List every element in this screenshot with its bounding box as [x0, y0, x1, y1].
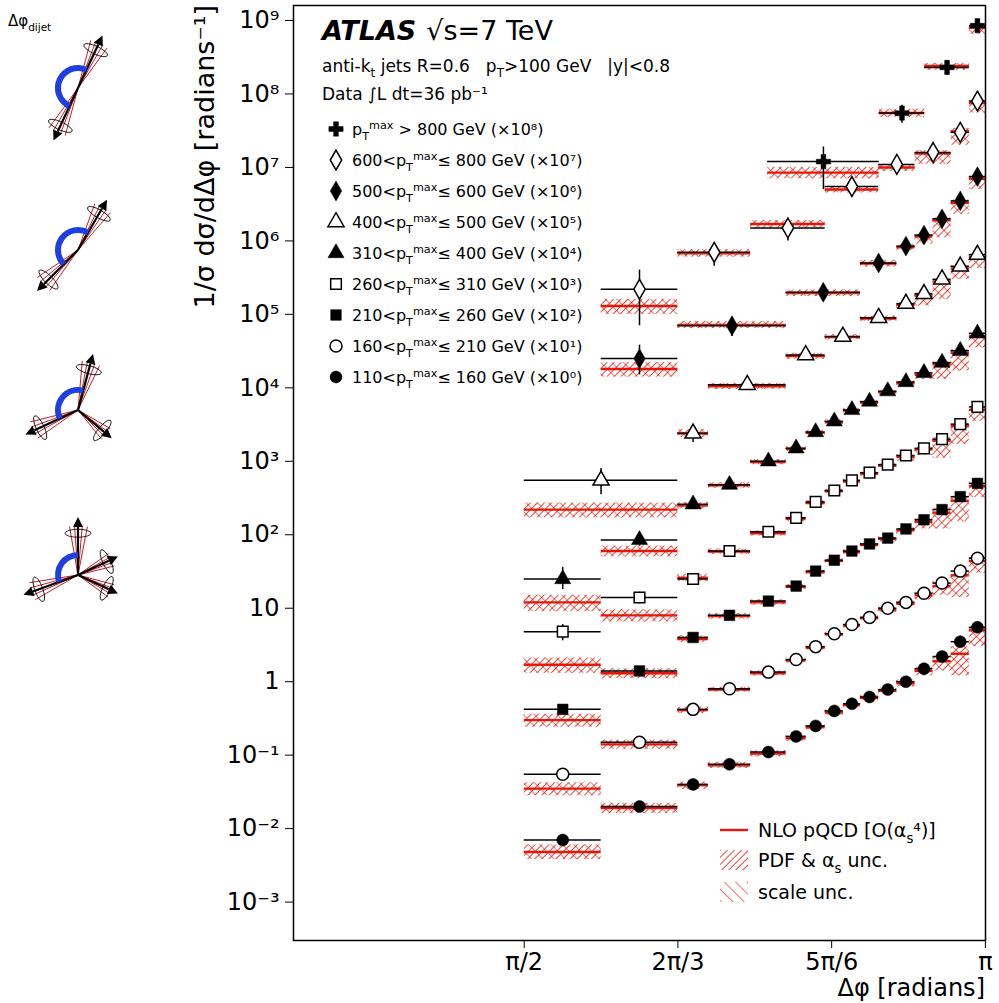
- svg-text:π/2: π/2: [505, 948, 543, 976]
- svg-text:210<pTmax≤ 260 GeV (×10²): 210<pTmax≤ 260 GeV (×10²): [352, 305, 582, 329]
- svg-text:260<pTmax≤ 310 GeV (×10³): 260<pTmax≤ 310 GeV (×10³): [352, 274, 582, 298]
- svg-text:scale unc.: scale unc.: [758, 881, 854, 903]
- svg-text:1: 1: [264, 667, 279, 695]
- svg-text:5π/6: 5π/6: [805, 948, 858, 976]
- svg-text:pTmax > 800 GeV (×10⁸): pTmax > 800 GeV (×10⁸): [352, 119, 544, 143]
- svg-text:Δφdijet: Δφdijet: [8, 12, 51, 33]
- svg-text:10⁵: 10⁵: [239, 300, 279, 328]
- svg-text:10³: 10³: [239, 447, 279, 475]
- svg-text:10⁻³: 10⁻³: [227, 888, 280, 916]
- svg-text:10⁻²: 10⁻²: [227, 814, 280, 842]
- svg-text:10: 10: [249, 594, 280, 622]
- svg-text:10⁶: 10⁶: [239, 227, 279, 255]
- svg-text:2π/3: 2π/3: [651, 948, 704, 976]
- svg-text:400<pTmax≤ 500 GeV (×10⁵): 400<pTmax≤ 500 GeV (×10⁵): [352, 212, 582, 236]
- svg-text:500<pTmax≤ 600 GeV (×10⁶): 500<pTmax≤ 600 GeV (×10⁶): [352, 181, 582, 205]
- svg-text:600<pTmax≤ 800 GeV (×10⁷): 600<pTmax≤ 800 GeV (×10⁷): [352, 150, 582, 174]
- svg-text:|y|<0.8: |y|<0.8: [607, 56, 670, 76]
- svg-text:PDF & αs unc.: PDF & αs unc.: [758, 849, 888, 876]
- svg-text:10⁷: 10⁷: [239, 153, 279, 181]
- svg-text:NLO pQCD [O(αs⁴)]: NLO pQCD [O(αs⁴)]: [758, 819, 936, 846]
- svg-text:10⁸: 10⁸: [239, 80, 279, 108]
- svg-text:110<pTmax≤ 160 GeV (×10⁰): 110<pTmax≤ 160 GeV (×10⁰): [352, 367, 582, 391]
- svg-text:10²: 10²: [239, 520, 279, 548]
- svg-text:10⁹: 10⁹: [239, 6, 279, 34]
- svg-text:Δφ [radians]: Δφ [radians]: [837, 974, 985, 1002]
- svg-text:10⁴: 10⁴: [239, 374, 279, 402]
- svg-text:pT>100 GeV: pT>100 GeV: [486, 56, 592, 80]
- svg-text:310<pTmax≤ 400 GeV (×10⁴): 310<pTmax≤ 400 GeV (×10⁴): [352, 243, 582, 267]
- svg-text:10⁻¹: 10⁻¹: [227, 741, 280, 769]
- svg-text:Data ∫L dt=36 pb⁻¹: Data ∫L dt=36 pb⁻¹: [322, 84, 488, 104]
- svg-text:1/σ dσ/dΔφ [radians⁻¹]: 1/σ dσ/dΔφ [radians⁻¹]: [189, 5, 220, 308]
- svg-text:anti-kt jets R=0.6: anti-kt jets R=0.6: [322, 56, 470, 80]
- svg-text:ATLAS√s=7 TeV: ATLAS√s=7 TeV: [320, 15, 553, 46]
- svg-text:160<pTmax≤ 210 GeV (×10¹): 160<pTmax≤ 210 GeV (×10¹): [352, 336, 582, 360]
- svg-text:π: π: [978, 948, 992, 976]
